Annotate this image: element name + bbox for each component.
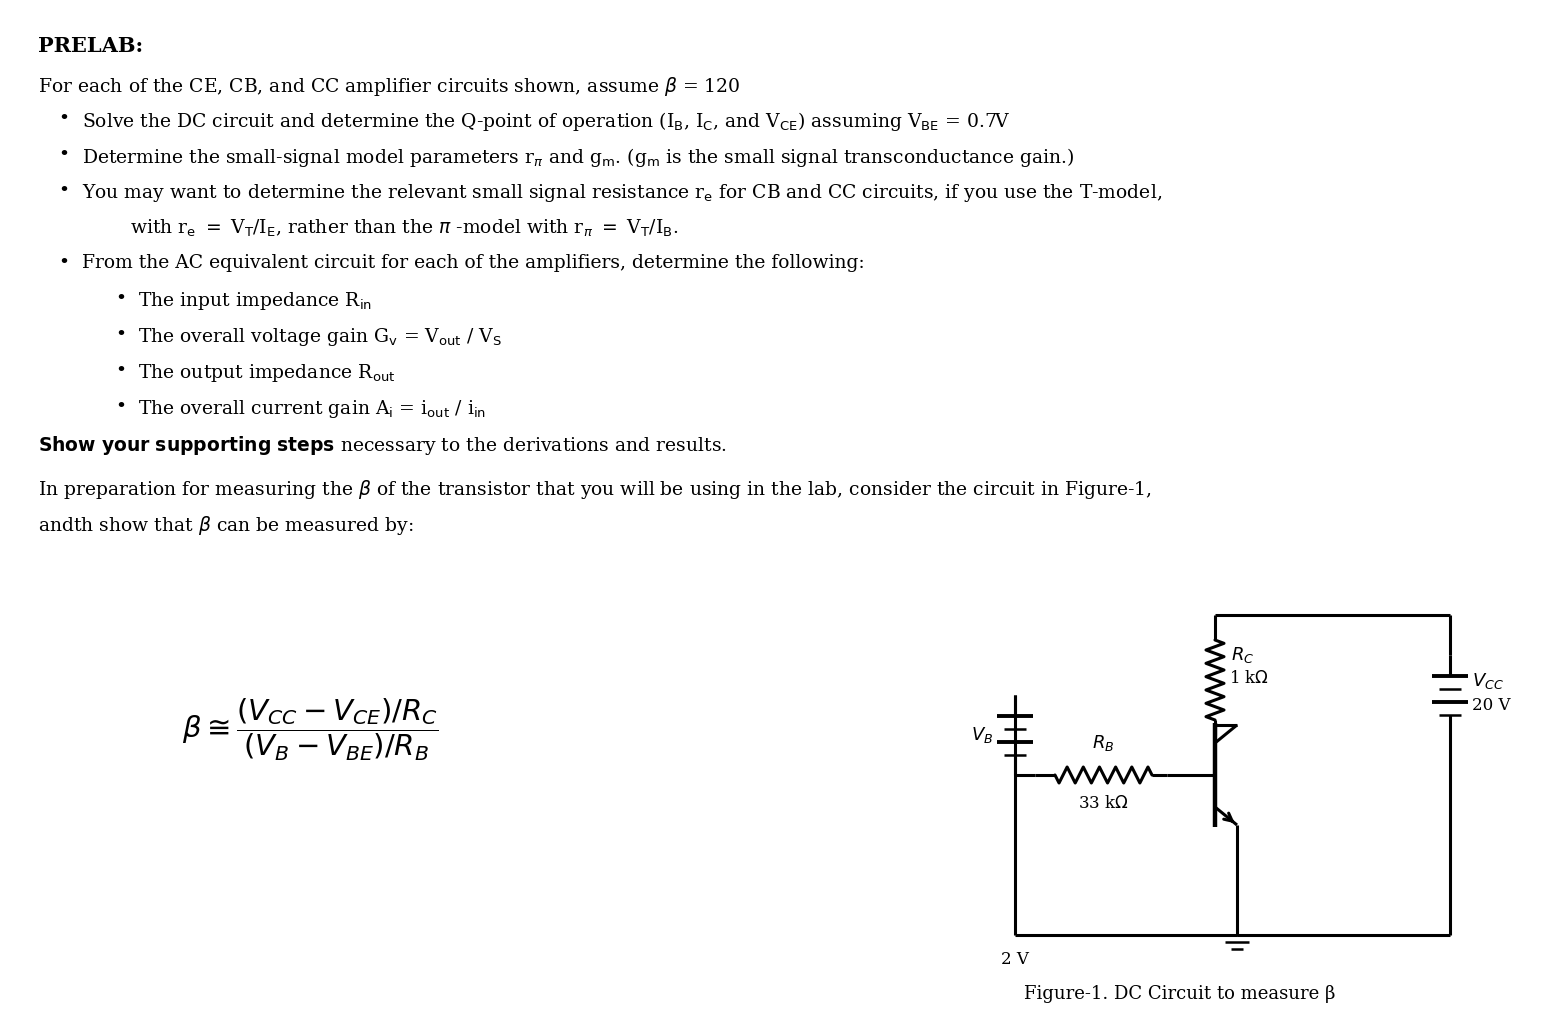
Text: with r$_\mathsf{e}$ $=$ V$_\mathsf{T}$/I$_\mathsf{E}$, rather than the $\pi$ -mo: with r$_\mathsf{e}$ $=$ V$_\mathsf{T}$/I… xyxy=(130,218,678,239)
Text: You may want to determine the relevant small signal resistance r$_\mathsf{e}$ fo: You may want to determine the relevant s… xyxy=(81,182,1162,204)
Text: Solve the DC circuit and determine the Q-point of operation (I$_\mathsf{B}$, I$_: Solve the DC circuit and determine the Q… xyxy=(81,110,1011,133)
Text: The output impedance R$_\mathsf{out}$: The output impedance R$_\mathsf{out}$ xyxy=(137,362,395,384)
Text: •: • xyxy=(58,182,69,200)
Text: The overall current gain A$_\mathsf{i}$ = i$_\mathsf{out}$ / i$_\mathsf{in}$: The overall current gain A$_\mathsf{i}$ … xyxy=(137,398,486,420)
Text: The overall voltage gain G$_\mathsf{v}$ = V$_\mathsf{out}$ / V$_\mathsf{S}$: The overall voltage gain G$_\mathsf{v}$ … xyxy=(137,326,501,349)
Text: In preparation for measuring the $\beta$ of the transistor that you will be usin: In preparation for measuring the $\beta$… xyxy=(37,478,1151,501)
Text: •: • xyxy=(58,146,69,164)
Text: $R_C$: $R_C$ xyxy=(1231,645,1254,665)
Text: The input impedance R$_\mathsf{in}$: The input impedance R$_\mathsf{in}$ xyxy=(137,290,372,312)
Text: Figure-1. DC Circuit to measure β: Figure-1. DC Circuit to measure β xyxy=(1025,985,1336,1003)
Text: For each of the CE, CB, and CC amplifier circuits shown, assume $\beta$ = 120: For each of the CE, CB, and CC amplifier… xyxy=(37,75,740,98)
Text: 20 V: 20 V xyxy=(1471,697,1510,713)
Text: $V_B$: $V_B$ xyxy=(972,725,993,745)
Text: •: • xyxy=(58,254,69,272)
Text: andth show that $\beta$ can be measured by:: andth show that $\beta$ can be measured … xyxy=(37,514,414,537)
Text: $\beta \cong \dfrac{\left(V_{CC} - V_{CE}\right)/R_C}{\left(V_B - V_{BE}\right)/: $\beta \cong \dfrac{\left(V_{CC} - V_{CE… xyxy=(181,697,439,763)
Text: 2 V: 2 V xyxy=(1001,951,1029,968)
Text: •: • xyxy=(116,290,127,308)
Text: From the AC equivalent circuit for each of the amplifiers, determine the followi: From the AC equivalent circuit for each … xyxy=(81,254,865,272)
Text: $\mathbf{Show\ your\ supporting\ steps}$ necessary to the derivations and result: $\mathbf{Show\ your\ supporting\ steps}$… xyxy=(37,434,726,457)
Text: 1 k$\Omega$: 1 k$\Omega$ xyxy=(1229,670,1268,687)
Text: $R_B$: $R_B$ xyxy=(1092,733,1115,753)
Text: 33 k$\Omega$: 33 k$\Omega$ xyxy=(1078,795,1129,812)
Text: •: • xyxy=(116,326,127,344)
Text: Determine the small-signal model parameters r$_\pi$ and g$_\mathsf{m}$. (g$_\mat: Determine the small-signal model paramet… xyxy=(81,146,1075,169)
Text: PRELAB:: PRELAB: xyxy=(37,36,144,56)
Text: $V_{CC}$: $V_{CC}$ xyxy=(1471,671,1504,691)
Text: •: • xyxy=(58,110,69,128)
Text: •: • xyxy=(116,398,127,416)
Text: •: • xyxy=(116,362,127,380)
